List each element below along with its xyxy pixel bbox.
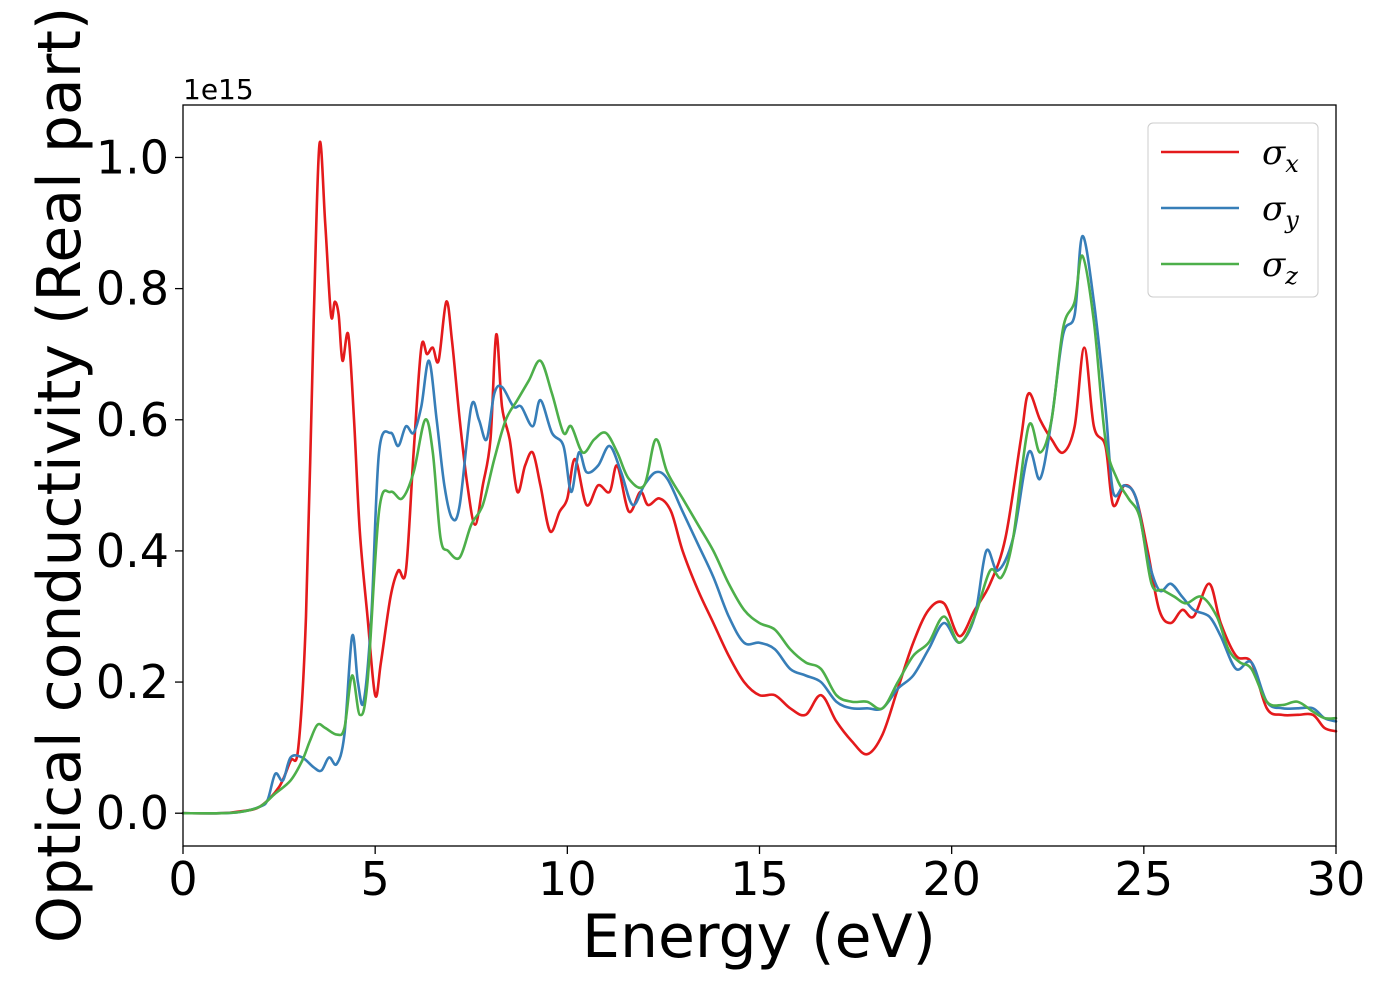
legend-symbol: σ [1262,189,1286,229]
y-tick-label: 0.2 [96,655,169,709]
x-tick-label: 0 [168,852,197,906]
x-axis-title: Energy (eV) [582,902,936,972]
series-line-sigma-x [181,140,1338,815]
legend-subscript: x [1285,150,1299,178]
y-axis-ticks: 0.0 0.2 0.4 0.6 0.8 1.0 [96,130,183,840]
y-tick-label: 0.4 [96,524,169,578]
x-tick-label: 15 [730,852,789,906]
y-tick-label: 0.0 [96,786,169,840]
legend-label-sigma-y: σy [1262,189,1299,234]
x-tick-label: 5 [361,852,390,906]
legend-symbol: σ [1262,245,1286,285]
y-tick-label: 0.8 [96,262,169,316]
y-tick-label: 0.6 [96,393,169,447]
y-axis-offset-label: 1e15 [183,73,254,106]
x-tick-label: 20 [922,852,981,906]
legend-label-sigma-z: σz [1262,245,1298,290]
legend-box [1147,122,1319,298]
legend-subscript: y [1284,206,1299,234]
plot-frame [182,104,1337,847]
x-axis-ticks: 0 5 10 15 20 25 30 [168,846,1365,906]
legend-label-sigma-x: σx [1262,133,1299,178]
series-line-sigma-z [181,254,1338,815]
y-tick-label: 1.0 [96,130,169,184]
y-axis-title: Optical conductivity (Real part) [25,7,95,944]
legend-symbol: σ [1262,133,1286,173]
x-tick-label: 25 [1115,852,1174,906]
legend-subscript: z [1284,262,1298,290]
series-layer [181,140,1338,815]
x-tick-label: 30 [1307,852,1366,906]
x-tick-label: 10 [538,852,597,906]
